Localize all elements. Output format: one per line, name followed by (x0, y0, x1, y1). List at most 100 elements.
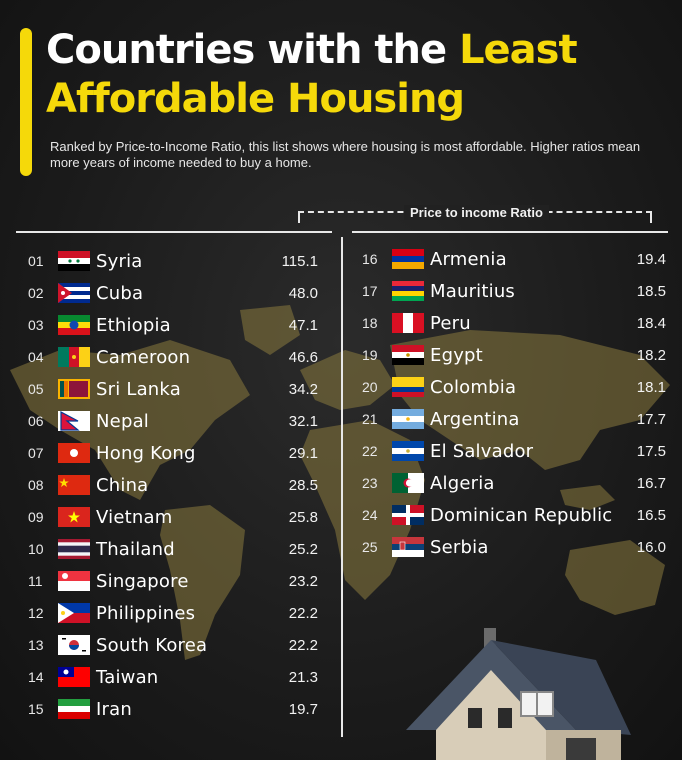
column-divider (341, 237, 343, 737)
ratio-value: 34.2 (288, 380, 318, 398)
country-name: Vietnam (96, 506, 173, 528)
country-name: China (96, 474, 149, 496)
china-flag (58, 475, 90, 495)
nepal-flag (58, 411, 90, 431)
rank-number: 05 (28, 381, 44, 397)
serbia-flag (392, 537, 424, 557)
table-row: 16 Armenia 19.4 (362, 246, 666, 272)
country-name: Iran (96, 698, 132, 720)
country-name: Peru (430, 312, 471, 334)
title-accent-1: Least (459, 27, 578, 73)
ratio-value: 25.8 (288, 508, 318, 526)
singapore-flag (58, 571, 90, 591)
title-accent-bar (20, 28, 32, 176)
rank-number: 09 (28, 509, 44, 525)
country-name: Thailand (96, 538, 175, 560)
rank-number: 19 (362, 347, 378, 363)
table-row: 11 Singapore 23.2 (28, 568, 318, 594)
title-line-1: Countries with the (46, 27, 460, 73)
rank-number: 03 (28, 317, 44, 333)
rank-number: 15 (28, 701, 44, 717)
country-name: El Salvador (430, 440, 534, 462)
ratio-value: 21.3 (288, 668, 318, 686)
page-title: Countries with the Least Affordable Hous… (46, 26, 676, 124)
vietnam-flag (58, 507, 90, 527)
country-name: Nepal (96, 410, 149, 432)
rank-number: 13 (28, 637, 44, 653)
ratio-value: 115.1 (281, 252, 318, 270)
mauritius-flag (392, 281, 424, 301)
ratio-value: 48.0 (288, 284, 318, 302)
table-row: 20 Colombia 18.1 (362, 374, 666, 400)
country-name: Serbia (430, 536, 489, 558)
ratio-value: 17.5 (636, 442, 666, 460)
table-row: 18 Peru 18.4 (362, 310, 666, 336)
cuba-flag (58, 283, 90, 303)
ratio-value: 22.2 (288, 636, 318, 654)
rank-number: 07 (28, 445, 44, 461)
peru-flag (392, 313, 424, 333)
house-illustration (406, 628, 631, 760)
country-name: South Korea (96, 634, 208, 656)
table-row: 14 Taiwan 21.3 (28, 664, 318, 690)
country-name: Cuba (96, 282, 144, 304)
country-name: Cameroon (96, 346, 191, 368)
ratio-value: 29.1 (288, 444, 318, 462)
right-column-rule (352, 231, 668, 233)
country-name: Singapore (96, 570, 189, 592)
rank-number: 17 (362, 283, 378, 299)
rank-number: 16 (362, 251, 378, 267)
ratio-value: 28.5 (288, 476, 318, 494)
table-row: 04 Cameroon 46.6 (28, 344, 318, 370)
table-row: 03 Ethiopia 47.1 (28, 312, 318, 338)
rank-number: 14 (28, 669, 44, 685)
ratio-value: 47.1 (288, 316, 318, 334)
sri-lanka-flag (58, 379, 90, 399)
ratio-value: 19.4 (636, 250, 666, 268)
country-name: Hong Kong (96, 442, 196, 464)
country-name: Philippines (96, 602, 196, 624)
country-name: Colombia (430, 376, 517, 398)
ratio-value: 19.7 (288, 700, 318, 718)
ethiopia-flag (58, 315, 90, 335)
country-name: Syria (96, 250, 143, 272)
thailand-flag (58, 539, 90, 559)
table-row: 19 Egypt 18.2 (362, 342, 666, 368)
country-name: Argentina (430, 408, 520, 430)
algeria-flag (392, 473, 424, 493)
country-name: Mauritius (430, 280, 516, 302)
country-name: Taiwan (96, 666, 159, 688)
rank-number: 06 (28, 413, 44, 429)
table-row: 21 Argentina 17.7 (362, 406, 666, 432)
rank-number: 02 (28, 285, 44, 301)
philippines-flag (58, 603, 90, 623)
el-salvador-flag (392, 441, 424, 461)
table-row: 17 Mauritius 18.5 (362, 278, 666, 304)
rank-number: 23 (362, 475, 378, 491)
rank-number: 25 (362, 539, 378, 555)
ratio-value: 22.2 (288, 604, 318, 622)
rank-number: 04 (28, 349, 44, 365)
table-row: 01 Syria 115.1 (28, 248, 318, 274)
left-column-rule (16, 231, 332, 233)
table-row: 07 Hong Kong 29.1 (28, 440, 318, 466)
column-label: Price to income Ratio (404, 205, 549, 220)
rank-number: 11 (28, 573, 43, 589)
ratio-value: 25.2 (288, 540, 318, 558)
rank-number: 12 (28, 605, 44, 621)
hong-kong-flag (58, 443, 90, 463)
ratio-value: 18.4 (636, 314, 666, 332)
rank-number: 20 (362, 379, 378, 395)
rank-number: 22 (362, 443, 378, 459)
ratio-value: 16.7 (636, 474, 666, 492)
rank-number: 08 (28, 477, 44, 493)
country-name: Algeria (430, 472, 495, 494)
ratio-value: 32.1 (288, 412, 318, 430)
table-row: 09 Vietnam 25.8 (28, 504, 318, 530)
colombia-flag (392, 377, 424, 397)
ratio-value: 46.6 (288, 348, 318, 366)
ratio-value: 18.1 (636, 378, 666, 396)
iran-flag (58, 699, 90, 719)
table-row: 06 Nepal 32.1 (28, 408, 318, 434)
country-name: Egypt (430, 344, 483, 366)
